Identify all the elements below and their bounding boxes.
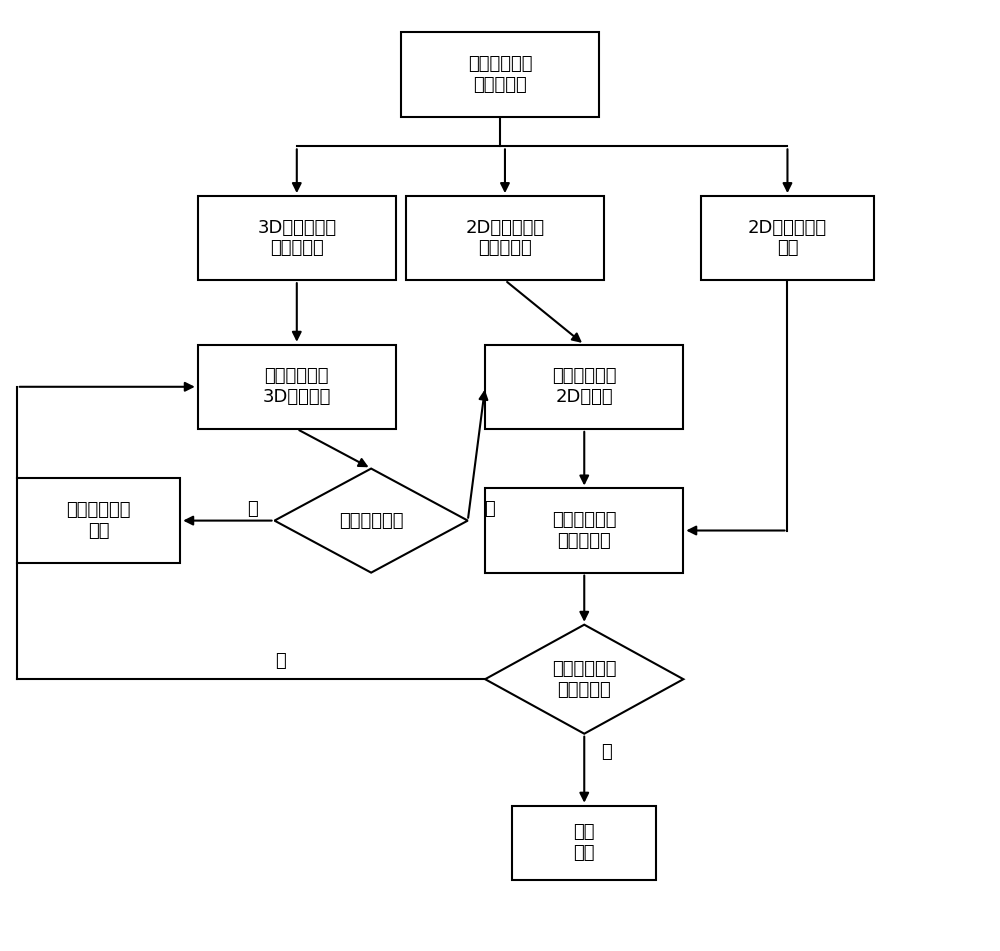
Text: 装配过程中的
3D点云采集: 装配过程中的 3D点云采集 (263, 367, 331, 406)
Text: 是: 是 (484, 499, 495, 517)
Text: 否: 否 (247, 499, 258, 517)
Text: 3D正确拆装流
程样本采集: 3D正确拆装流 程样本采集 (257, 219, 336, 258)
Text: 是: 是 (601, 743, 611, 761)
Bar (198, 344, 396, 429)
Polygon shape (485, 625, 683, 734)
Text: 装配
正确: 装配 正确 (574, 824, 595, 863)
Bar (198, 196, 396, 281)
Bar (512, 805, 656, 880)
Text: 否: 否 (275, 652, 286, 670)
Bar (406, 196, 604, 281)
Bar (401, 32, 599, 117)
Text: 固定相机及上
玄磁力吸盘: 固定相机及上 玄磁力吸盘 (468, 55, 532, 94)
Text: 训练好的相似
度判别模型: 训练好的相似 度判别模型 (552, 511, 617, 550)
Text: 装配过程中的
2D图采集: 装配过程中的 2D图采集 (552, 367, 617, 406)
Polygon shape (274, 469, 468, 573)
Text: 相似度判别是
否低于阈值: 相似度判别是 否低于阈值 (552, 660, 617, 699)
Text: 调整该步拆装
零件: 调整该步拆装 零件 (66, 501, 131, 540)
Bar (485, 344, 683, 429)
Text: 2D正确拆装流
程样本采集: 2D正确拆装流 程样本采集 (465, 219, 545, 258)
Bar (17, 478, 180, 563)
Bar (485, 489, 683, 573)
Bar (701, 196, 874, 281)
Text: 2D图训练样本
采集: 2D图训练样本 采集 (748, 219, 827, 258)
Text: 是否可以配准: 是否可以配准 (339, 512, 403, 530)
